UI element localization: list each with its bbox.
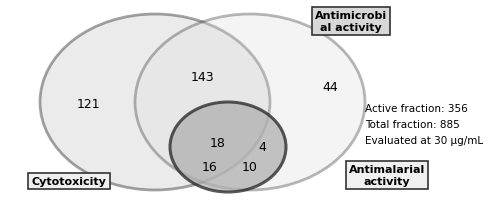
Text: 44: 44 (322, 81, 338, 94)
Text: Active fraction: 356
Total fraction: 885
Evaluated at 30 μg/mL: Active fraction: 356 Total fraction: 885… (365, 104, 483, 145)
Text: 121: 121 (76, 98, 100, 111)
Text: 143: 143 (190, 71, 214, 84)
Text: Antimicrobi
al activity: Antimicrobi al activity (315, 11, 387, 33)
Ellipse shape (40, 15, 270, 190)
Ellipse shape (135, 15, 365, 190)
Text: Cytotoxicity: Cytotoxicity (32, 176, 106, 186)
Text: 16: 16 (202, 161, 218, 174)
Text: 18: 18 (210, 137, 226, 150)
Text: 10: 10 (242, 161, 258, 174)
Ellipse shape (170, 102, 286, 192)
Text: Antimalarial
activity: Antimalarial activity (349, 164, 425, 186)
Text: 4: 4 (258, 141, 266, 154)
